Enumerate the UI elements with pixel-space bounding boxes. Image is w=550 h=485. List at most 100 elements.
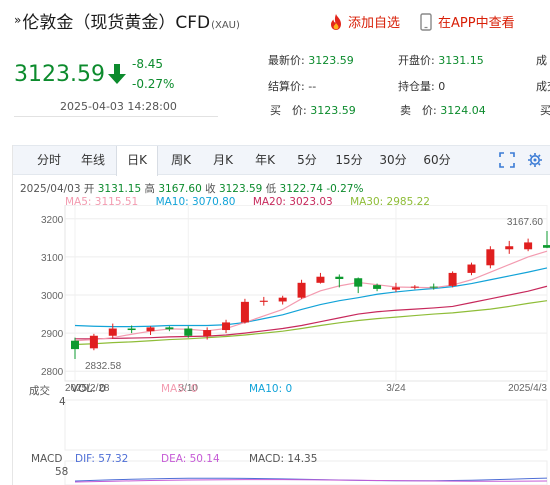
- ohlc-low-label: 低: [265, 183, 277, 195]
- candle-body: [467, 264, 476, 273]
- view-in-app-button[interactable]: 在APP中查看: [420, 12, 515, 31]
- y-tick-label: 2800: [41, 367, 64, 378]
- stat-label: 卖 价:: [400, 104, 437, 117]
- fullscreen-icon[interactable]: [499, 152, 515, 168]
- y-tick-label: 3200: [41, 215, 64, 226]
- x-tick-label: 3/10: [179, 383, 199, 394]
- stat-open: 开盘价: 3131.15: [398, 52, 484, 68]
- add-favorite-button[interactable]: 添加自选: [328, 12, 400, 31]
- stat-truncated: 成: [536, 54, 547, 67]
- flame-icon: [331, 13, 341, 30]
- ma20-line: [75, 285, 548, 340]
- candle-body: [240, 301, 249, 323]
- candle-body: [222, 322, 231, 331]
- phone-icon: [420, 12, 432, 31]
- tab-intraday[interactable]: 分时: [36, 153, 61, 167]
- x-tick-label: 3/24: [386, 383, 406, 394]
- ma30-line: [74, 300, 548, 346]
- stat-value: --: [308, 80, 317, 93]
- candle-body: [108, 328, 117, 336]
- x-tick-label: 2025/2/28: [65, 383, 110, 394]
- y-tick-label: 3000: [41, 291, 64, 302]
- stat-value: 3131.15: [438, 54, 484, 67]
- down-arrow-icon: [108, 64, 126, 84]
- chart-panel: 分时 年线 日K 周K 月K 年K 5分 15分 30分 60分 2025/04…: [12, 145, 550, 485]
- title-bar: »伦敦金（现货黄金）CFD(XAU) 添加自选 在APP中查看: [0, 0, 550, 40]
- stat-value: 0: [438, 80, 446, 93]
- candle-body: [278, 297, 287, 302]
- candle-body: [184, 328, 193, 336]
- tab-year-line[interactable]: 年线: [80, 153, 105, 167]
- tab-daily-k[interactable]: 日K: [116, 146, 158, 176]
- candle-body: [165, 327, 174, 330]
- stat-label: 持仓量:: [398, 80, 435, 93]
- candle-body: [410, 286, 419, 288]
- tab-yearly-k[interactable]: 年K: [255, 153, 275, 167]
- stat-label: 开盘价:: [398, 54, 435, 67]
- stat-value: 3124.04: [440, 104, 486, 117]
- candle-body: [316, 276, 325, 283]
- low-annotation: 2832.58: [85, 361, 122, 372]
- candle-body: [127, 328, 136, 331]
- volume-y-tick: 4: [59, 396, 66, 408]
- tab-60min[interactable]: 60分: [423, 153, 451, 167]
- stat-buy: 买 价: 3123.59: [270, 102, 356, 118]
- add-favorite-label: 添加自选: [348, 16, 401, 31]
- tab-monthly-k[interactable]: 月K: [213, 153, 233, 167]
- price-change-percent: -0.27%: [132, 77, 175, 91]
- candle-body: [89, 335, 98, 349]
- candle-body: [448, 272, 457, 286]
- ohlc-open-label: 开: [83, 183, 95, 195]
- tab-15min[interactable]: 15分: [335, 153, 363, 167]
- ohlc-pct: -0.27%: [326, 183, 364, 195]
- ohlc-date: 2025/04/03: [20, 183, 81, 195]
- tab-5min[interactable]: 5分: [297, 153, 317, 167]
- macd-macd: MACD: 14.35: [249, 453, 318, 465]
- stat-truncated: 买: [540, 104, 550, 117]
- ohlc-low: 3122.74: [279, 183, 323, 195]
- stat-value: 3123.59: [308, 54, 354, 67]
- candle-body: [71, 340, 79, 350]
- ohlc-close: 3123.59: [218, 183, 263, 195]
- y-tick-label: 3100: [41, 253, 64, 264]
- candle-body: [146, 327, 155, 332]
- stat-latest: 最新价: 3123.59: [268, 52, 354, 68]
- ma10-line: [74, 267, 548, 328]
- settings-icon[interactable]: [527, 152, 543, 168]
- stat-settle: 结算价: --: [268, 78, 316, 94]
- instrument-name: 伦敦金（现货黄金）CFD: [22, 13, 211, 33]
- candle-body: [505, 246, 514, 250]
- volume-panel: [64, 399, 548, 451]
- macd-dea: DEA: 50.14: [161, 453, 220, 465]
- y-tick-label: 2900: [41, 329, 64, 340]
- stat-label: 最新价:: [268, 54, 305, 67]
- candle-body: [297, 282, 306, 298]
- candle-body: [543, 245, 550, 248]
- last-price: 3123.59: [14, 62, 105, 87]
- candle-body: [373, 285, 382, 289]
- stat-hold: 持仓量: 0: [398, 78, 445, 94]
- macd-dea-line: [74, 479, 548, 483]
- x-tick-label: 2025/4/3: [508, 383, 547, 394]
- ohlc-open: 3131.15: [97, 183, 142, 195]
- divider: [14, 116, 218, 117]
- tab-weekly-k[interactable]: 周K: [171, 153, 191, 167]
- quote-time: 2025-04-03 14:28:00: [60, 100, 177, 113]
- page-title: »伦敦金（现货黄金）CFD(XAU): [14, 8, 240, 33]
- candle-body: [335, 276, 344, 279]
- ohlc-high-label: 高: [144, 183, 155, 195]
- candle-body: [203, 330, 212, 337]
- ohlc-high: 3167.60: [158, 183, 202, 195]
- candle-body: [354, 278, 363, 287]
- tab-30min[interactable]: 30分: [379, 153, 407, 167]
- volume-value: VOL: 0: [71, 383, 106, 395]
- macd-dif: DIF: 57.32: [75, 453, 129, 465]
- quote-block: 3123.59 -8.45 -0.27% 2025-04-03 14:28:00: [0, 48, 220, 118]
- volume-label: 成交: [29, 385, 50, 397]
- macd-panel: [64, 460, 548, 485]
- stat-sell: 卖 价: 3124.04: [400, 102, 486, 118]
- candle-body: [524, 242, 533, 250]
- macd-y-tick: 58: [55, 466, 69, 478]
- high-annotation: 3167.60: [507, 217, 544, 228]
